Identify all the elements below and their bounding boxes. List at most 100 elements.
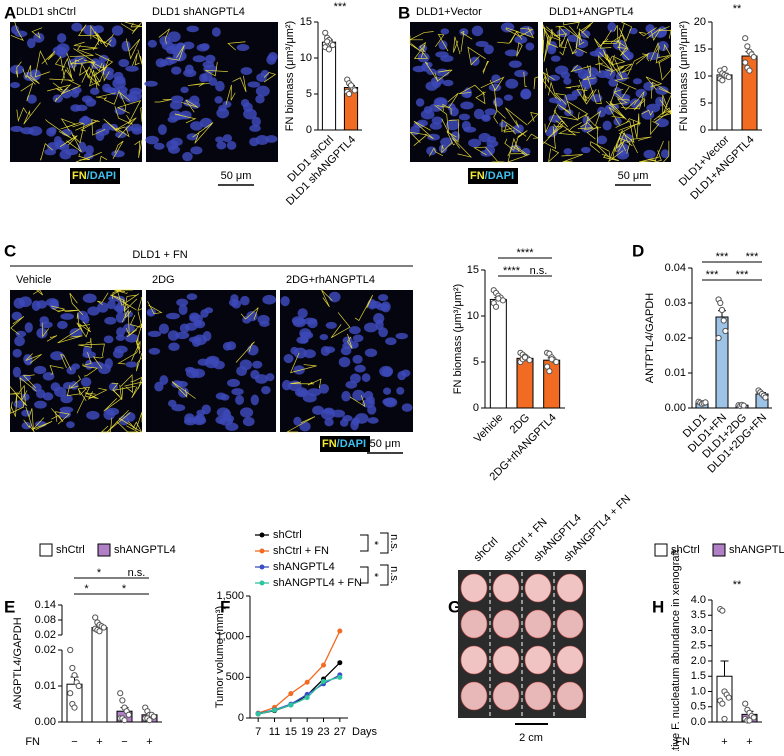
nucleus <box>200 309 208 318</box>
nucleus <box>223 409 231 420</box>
bar <box>490 299 506 408</box>
nucleus <box>179 304 188 315</box>
nucleus <box>261 386 271 394</box>
nucleus <box>581 147 591 153</box>
nucleus <box>66 421 75 428</box>
nucleus <box>85 145 94 155</box>
nucleus <box>597 136 607 145</box>
nucleus <box>352 355 362 364</box>
nucleus <box>486 140 498 147</box>
tumor <box>525 646 551 674</box>
nucleus <box>436 69 450 77</box>
nucleus <box>504 95 513 101</box>
nucleus <box>231 388 243 395</box>
tumor <box>493 574 519 602</box>
data-point <box>93 615 98 620</box>
significance: *** <box>334 1 348 13</box>
stain-dapi: /DAPI <box>87 170 116 182</box>
panel-letter: E <box>4 597 15 616</box>
nucleus <box>72 87 82 94</box>
nucleus <box>125 66 138 72</box>
nucleus <box>14 336 25 346</box>
nucleus <box>376 303 389 311</box>
nucleus <box>15 331 26 337</box>
nucleus <box>341 391 350 402</box>
significance: *** <box>706 269 720 281</box>
significance: * <box>368 573 380 578</box>
y-tick-label: 3.5 <box>691 609 706 621</box>
nucleus <box>96 131 105 141</box>
y-tick-label: 0.02 <box>35 644 56 656</box>
panel-letter: H <box>652 597 664 616</box>
nucleus <box>168 116 178 123</box>
significance: ** <box>733 579 742 591</box>
data-point <box>720 608 725 613</box>
group-label: shCtrl <box>472 535 501 564</box>
nucleus <box>168 342 179 350</box>
bar <box>517 358 533 408</box>
stain-dapi: /DAPI <box>485 170 514 182</box>
nucleus <box>19 296 32 307</box>
nucleus <box>555 66 568 75</box>
nucleus <box>66 366 76 374</box>
y-tick-label: 2.0 <box>691 655 706 667</box>
nucleus <box>105 71 114 80</box>
nucleus <box>643 150 655 159</box>
nucleus <box>323 408 334 415</box>
nucleus <box>227 141 237 150</box>
nucleus <box>190 121 203 130</box>
nucleus <box>368 417 379 424</box>
nucleus <box>636 89 647 98</box>
nucleus <box>227 379 240 387</box>
nucleus <box>216 108 229 118</box>
nucleus <box>296 336 308 343</box>
nucleus <box>13 367 21 378</box>
nucleus <box>241 67 253 75</box>
image-label: 2DG <box>152 274 175 286</box>
nucleus <box>169 57 177 63</box>
nucleus <box>255 95 264 104</box>
nucleus <box>266 55 276 65</box>
y-tick-label: 0.01 <box>665 367 686 379</box>
nucleus <box>203 331 212 341</box>
nucleus <box>563 78 571 85</box>
legend-marker <box>260 549 265 554</box>
nucleus <box>49 299 58 309</box>
nucleus <box>551 55 561 61</box>
significance: n.s. <box>388 566 400 584</box>
nucleus <box>171 138 183 146</box>
y-tick-label: 0.00 <box>35 716 56 728</box>
legend-label: shCtrl + FN <box>273 545 329 557</box>
nucleus <box>71 23 82 32</box>
nucleus <box>180 87 188 93</box>
nucleus <box>59 150 71 160</box>
data-point <box>547 369 552 374</box>
significance: * <box>368 541 380 546</box>
bar <box>92 628 107 723</box>
y-tick-label: 0.01 <box>35 680 56 692</box>
data-point <box>496 296 501 301</box>
nucleus <box>34 401 47 409</box>
nucleus <box>149 348 161 355</box>
nucleus <box>25 322 33 333</box>
nucleus <box>76 105 88 112</box>
nucleus <box>379 366 393 377</box>
nucleus <box>175 332 189 339</box>
nucleus <box>349 326 361 334</box>
data-point <box>720 701 725 706</box>
y-tick-label: 15 <box>300 16 312 28</box>
nucleus <box>342 415 352 422</box>
nucleus <box>385 337 396 345</box>
nucleus <box>180 323 190 333</box>
nucleus <box>354 365 365 373</box>
stain-fn: FN <box>470 170 485 182</box>
nucleus <box>111 150 124 157</box>
y-tick-label: 500 <box>226 671 244 683</box>
y-axis-label: FN biomass (μm³/μm²) <box>284 21 296 131</box>
nucleus <box>187 293 198 300</box>
nucleus <box>413 66 426 72</box>
scale-label: 50 μm <box>618 170 649 182</box>
nucleus <box>102 84 111 93</box>
nucleus <box>182 152 193 161</box>
y-tick-label: 0.0 <box>691 716 706 728</box>
